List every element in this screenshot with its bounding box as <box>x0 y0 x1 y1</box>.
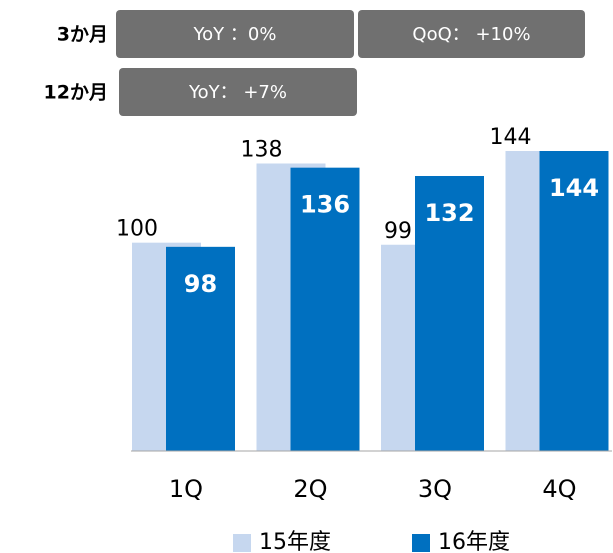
value-label: 138 <box>241 138 283 163</box>
bar <box>415 176 484 451</box>
legend-swatch <box>233 534 251 552</box>
x-tick-label: 4Q <box>542 475 576 503</box>
annotation-box <box>358 10 585 58</box>
value-label: 98 <box>184 270 217 298</box>
bar <box>166 246 235 451</box>
value-label: 144 <box>549 174 599 202</box>
bar <box>290 167 360 451</box>
annotation-box <box>116 10 354 58</box>
value-label: 132 <box>424 199 474 227</box>
x-tick-label: 2Q <box>293 475 327 503</box>
annotation-text: YoY ：0% <box>193 24 277 45</box>
legend-swatch <box>412 534 430 552</box>
annotation-text: YoY： +7% <box>188 82 287 103</box>
annotation-box <box>119 68 357 116</box>
annotation-text: QoQ： +10% <box>412 24 530 45</box>
value-label: 136 <box>300 191 350 219</box>
bar <box>539 151 609 451</box>
row-label: 12か月 <box>44 82 108 104</box>
x-tick-label: 3Q <box>418 475 452 503</box>
legend-label: 16年度 <box>438 530 510 553</box>
row-label: 3か月 <box>57 24 108 46</box>
x-tick-label: 1Q <box>169 475 203 503</box>
value-label: 99 <box>384 219 412 244</box>
value-label: 144 <box>490 125 532 150</box>
value-label: 100 <box>116 217 158 242</box>
legend-label: 15年度 <box>259 530 331 553</box>
